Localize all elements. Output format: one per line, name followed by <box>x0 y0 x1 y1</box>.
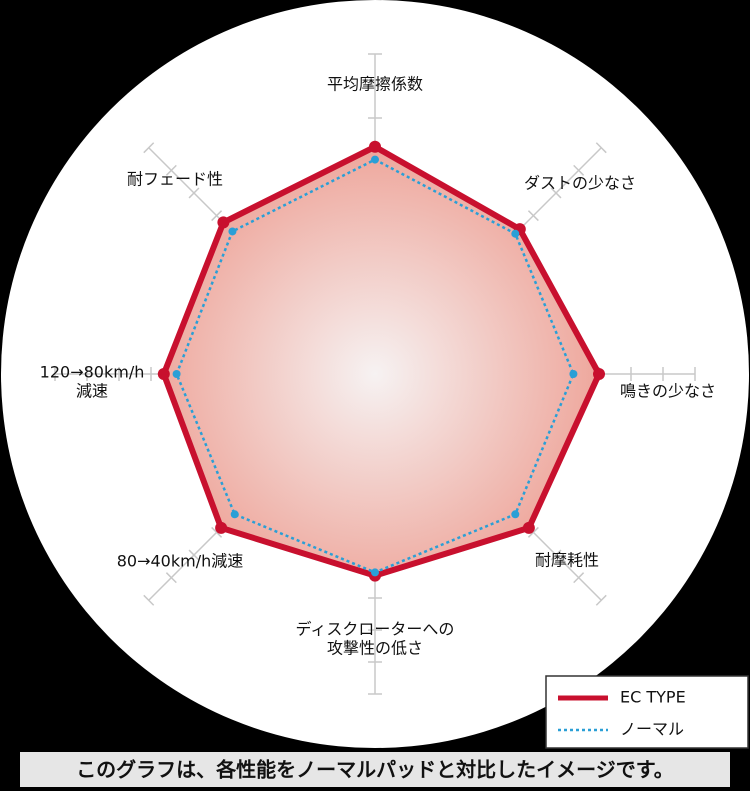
point <box>228 227 237 236</box>
point <box>369 140 381 153</box>
tick-mark <box>527 210 539 222</box>
tick-mark <box>165 164 177 176</box>
note-bar <box>20 752 730 787</box>
point <box>230 510 239 519</box>
point <box>172 370 181 378</box>
axis-label: 鳴きの少なさ <box>620 382 716 401</box>
tick-mark <box>211 526 223 538</box>
point <box>569 370 578 378</box>
tick-mark <box>143 142 155 154</box>
axis-label: 耐フェード性 <box>127 170 223 189</box>
legend-label: EC TYPE <box>620 688 686 707</box>
axis-label: 減速 <box>76 382 108 401</box>
point <box>593 368 605 380</box>
point <box>511 229 520 238</box>
tick-mark <box>573 572 585 584</box>
legend-box <box>545 675 749 749</box>
tick-mark <box>573 164 585 176</box>
axis-label: ディスクローターへの <box>296 620 455 639</box>
tick-mark <box>550 187 562 199</box>
tick-mark <box>595 594 607 606</box>
tick-mark <box>188 549 200 561</box>
tick-mark <box>211 210 223 222</box>
point <box>217 216 230 229</box>
point <box>371 568 379 577</box>
tick-mark <box>165 572 177 584</box>
tick-mark <box>527 526 539 538</box>
tick-mark <box>595 142 607 154</box>
legend-label: ノーマル <box>620 720 684 739</box>
axis-label: 120→80km/h <box>40 363 145 382</box>
axis-label: 攻撃性の低さ <box>327 639 423 658</box>
point <box>371 155 379 164</box>
tick-mark <box>143 594 155 606</box>
point <box>157 368 170 380</box>
point <box>215 521 228 534</box>
note: このグラフは、各性能をノーマルパッドと対比したイメージです。 <box>76 758 674 782</box>
point <box>511 510 520 519</box>
tick-mark <box>550 549 562 561</box>
axis-label: 平均摩擦係数 <box>327 75 423 94</box>
tick-mark <box>188 187 200 199</box>
axis-label: 80→40km/h減速 <box>117 552 244 571</box>
axis-label: ダストの少なさ <box>524 174 636 193</box>
point <box>522 521 535 534</box>
axis-label: 耐摩耗性 <box>535 551 599 570</box>
